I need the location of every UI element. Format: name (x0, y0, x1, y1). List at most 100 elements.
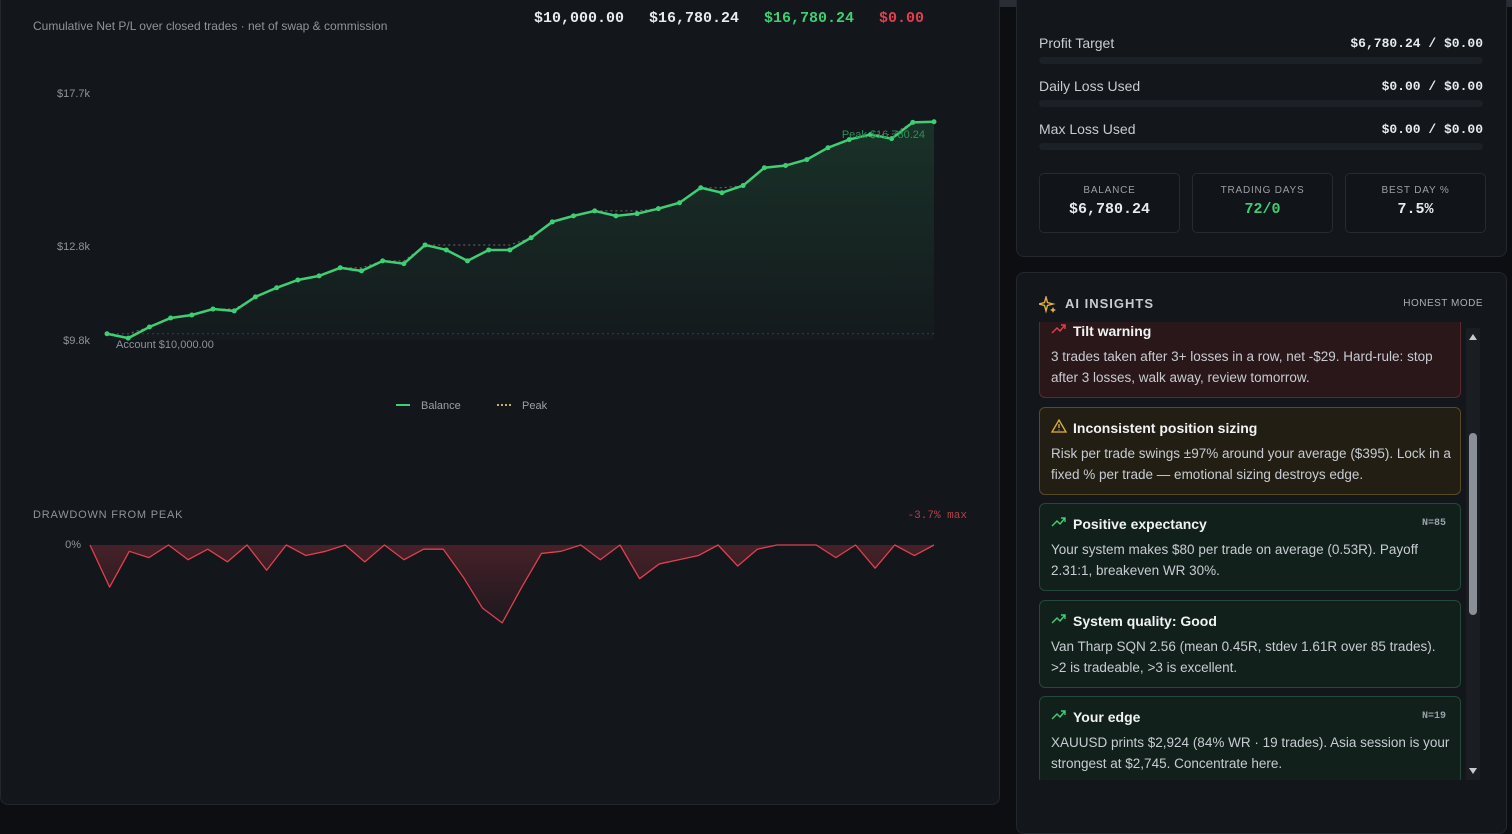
insight-icon (1051, 322, 1067, 341)
summary-value: $16,780.24 (764, 10, 855, 27)
insights-list: Tilt warning 3 trades taken after 3+ loss… (1039, 322, 1463, 780)
balance-point (634, 211, 640, 217)
summary-value: $10,000.00 (534, 10, 625, 27)
balance-point (146, 324, 152, 330)
balance-point (825, 145, 831, 151)
limit-progress (1039, 100, 1483, 107)
balance-point (867, 132, 873, 138)
stat-label: TRADING DAYS (1220, 185, 1305, 196)
insight-title: Tilt warning (1073, 323, 1152, 339)
subtitle: Cumulative Net P/L over closed trades · … (33, 19, 388, 33)
sparkle-icon (1036, 294, 1057, 319)
insight-text: XAUUSD prints $2,924 (84% WR · 19 trades… (1051, 735, 1450, 771)
balance-point (698, 185, 704, 191)
charts: $9.8k $12.8k $17.7k Account $10,000.00 Peak … (33, 88, 968, 624)
balance-point (337, 265, 343, 271)
insight-text: 3 trades taken after 3+ losses in a row,… (1051, 349, 1433, 385)
insight-title: Inconsistent position sizing (1073, 419, 1258, 436)
insights-mode[interactable]: HONEST MODE (1403, 298, 1483, 309)
annotation: Peak $16,780.24 (842, 129, 925, 141)
balance-point (889, 136, 895, 142)
limit-label: Profit Target (1039, 35, 1115, 51)
balance-point (783, 163, 789, 169)
insight-text: Risk per trade swings ±97% around your a… (1051, 445, 1451, 482)
annotation: Account $10,000.00 (116, 339, 214, 351)
limit-value: $6,780.24 / $0.00 (1350, 36, 1483, 51)
balance-point (443, 247, 449, 253)
limit-value: $0.00 / $0.00 (1381, 122, 1483, 137)
balance-point (252, 294, 258, 300)
insight-card[interactable]: System quality: Good Van Tharp SQN 2.56 (… (1039, 599, 1461, 688)
balance-point (655, 206, 661, 212)
stat-value: 72/0 (1244, 201, 1281, 218)
insight-card[interactable]: Your edge N=19 XAUUSD prints $2,924 (84% W… (1039, 696, 1461, 780)
balance-point (316, 273, 322, 279)
insight-icon (1051, 708, 1067, 727)
y-tick-label: $17.7k (57, 88, 91, 100)
stat-card: TRADING DAYS 72/0 (1192, 173, 1333, 233)
insight-icon (1051, 515, 1067, 534)
balance-point (422, 242, 428, 248)
scrollbar[interactable] (1466, 328, 1480, 780)
limit-progress (1039, 57, 1483, 64)
balance-point (740, 183, 746, 189)
balance-point (719, 190, 725, 196)
insight-tag: N=19 (1421, 711, 1446, 722)
insight-title: Your edge (1073, 709, 1141, 725)
balance-point (804, 157, 810, 163)
insight-card[interactable]: Inconsistent position sizing Risk per tra… (1039, 406, 1461, 495)
balance-area (107, 121, 934, 340)
limit-label: Max Loss Used (1039, 121, 1136, 137)
balance-point (761, 165, 767, 171)
balance-point (125, 335, 131, 341)
drawdown-title: DRAWDOWN FROM PEAK (33, 509, 183, 521)
drawdown-area (90, 545, 934, 623)
balance-point (486, 247, 492, 253)
legend-label: Balance (421, 400, 461, 412)
y-tick-label: $12.8k (57, 241, 91, 253)
balance-point (571, 213, 577, 219)
balance-point (677, 200, 683, 206)
balance-point (274, 285, 280, 291)
stat-card: BALANCE $6,780.24 (1039, 173, 1180, 233)
balance-point (464, 258, 470, 264)
insight-card[interactable]: Positive expectancy N=85 Your system makes… (1039, 503, 1461, 591)
y-tick-label: $9.8k (63, 335, 90, 347)
stat-value: $6,780.24 (1068, 201, 1150, 218)
chart-panel (0, 0, 1000, 805)
balance-point (931, 119, 937, 125)
insight-title: System quality: Good (1073, 612, 1217, 629)
summary-value: $16,780.24 (649, 10, 740, 27)
limit-progress (1039, 143, 1483, 150)
insight-tag: N=85 (1421, 518, 1446, 529)
balance-point (401, 261, 407, 267)
insight-icon (1050, 418, 1068, 438)
limit-label: Daily Loss Used (1039, 78, 1141, 94)
stat-card: BEST DAY % 7.5% (1345, 173, 1486, 233)
stat-label: BALANCE (1083, 185, 1136, 196)
stat-label: BEST DAY % (1381, 185, 1450, 196)
balance-point (846, 137, 852, 143)
balance-point (507, 247, 513, 253)
insights-title: AI INSIGHTS (1065, 296, 1155, 311)
balance-point (592, 208, 598, 214)
insight-card[interactable]: Tilt warning 3 trades taken after 3+ loss… (1039, 322, 1461, 398)
drawdown-line (89, 544, 935, 624)
stat-value: 7.5% (1397, 201, 1434, 218)
balance-point (231, 308, 237, 314)
summary-value: $0.00 (879, 10, 925, 27)
drawdown-annotation: -3.7% max (908, 510, 968, 522)
balance-point (104, 331, 110, 337)
insight-title: Positive expectancy (1073, 516, 1207, 532)
balance-point (189, 312, 195, 318)
balance-point (295, 277, 301, 283)
limit-value: $0.00 / $0.00 (1381, 79, 1483, 94)
balance-point (910, 119, 916, 125)
legend-label: Peak (522, 400, 548, 412)
balance-point (613, 213, 619, 219)
balance-point (210, 306, 216, 312)
insight-icon (1051, 612, 1067, 631)
y-tick-label: 0% (65, 539, 81, 551)
balance-point (168, 315, 174, 321)
